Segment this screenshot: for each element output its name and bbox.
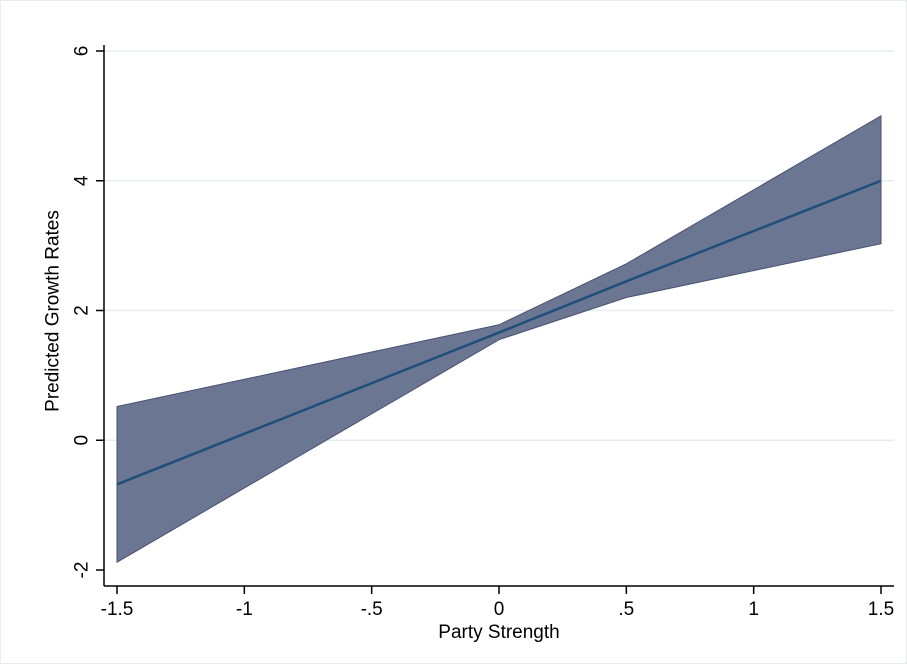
gridlines — [104, 50, 894, 441]
y-tick-label: 4 — [72, 175, 93, 186]
x-tick-label: .5 — [618, 599, 634, 620]
prediction-line — [116, 179, 882, 486]
x-tick-label: -1.5 — [101, 599, 134, 620]
y-tick-label: 6 — [72, 46, 93, 57]
x-tick-label: 1 — [748, 599, 759, 620]
x-tick-label: -1 — [236, 599, 253, 620]
x-tick-label: -.5 — [361, 599, 383, 620]
y-tick-label: -2 — [72, 562, 93, 579]
axes — [103, 45, 894, 587]
confidence-band — [116, 115, 882, 564]
x-tick-label: 1.5 — [868, 599, 894, 620]
ticks: -1.5 -1 -.5 0 .5 1 1.5 -2 0 2 4 6 — [72, 46, 895, 620]
x-axis-label: Party Strength — [438, 622, 559, 643]
y-axis-label: Predicted Growth Rates — [43, 210, 64, 412]
x-tick-label: 0 — [494, 599, 505, 620]
y-tick-label: 0 — [72, 435, 93, 446]
y-tick-label: 2 — [72, 305, 93, 316]
